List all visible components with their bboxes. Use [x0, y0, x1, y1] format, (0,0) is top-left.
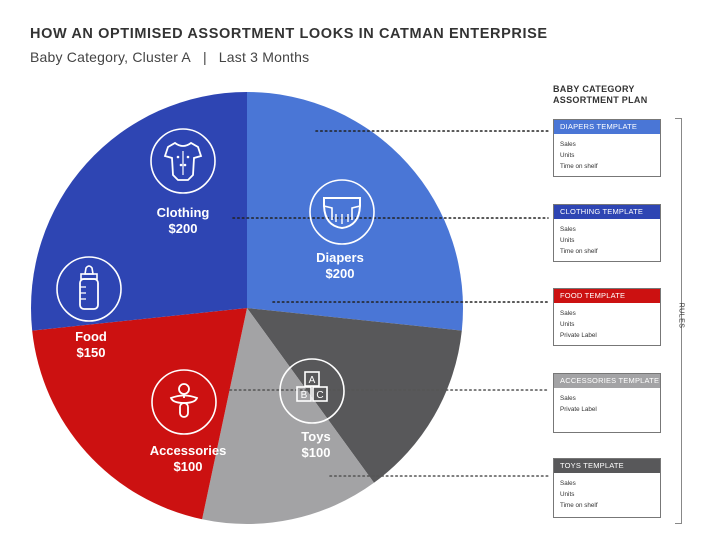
- template-rule: Time on shelf: [560, 163, 598, 170]
- rules-label: RULES: [677, 302, 685, 329]
- svg-text:C: C: [316, 390, 323, 401]
- template-card-title: ACCESSORIES TEMPLATE: [554, 374, 660, 388]
- template-card-food-template: FOOD TEMPLATE Sales Units Private Label: [553, 288, 661, 346]
- baby-bottle-icon: [56, 256, 122, 322]
- pie-slice-toys: [247, 308, 462, 483]
- svg-text:B: B: [301, 390, 308, 401]
- abc-blocks-icon: AB C: [279, 358, 345, 424]
- template-rule: Units: [560, 321, 575, 328]
- pie-slice-food: [32, 308, 247, 520]
- template-rule: Private Label: [560, 406, 597, 413]
- page-title: HOW AN OPTIMISED ASSORTMENT LOOKS IN CAT…: [30, 26, 548, 42]
- assortment-plan-heading-line1: BABY CATEGORY: [553, 84, 635, 94]
- subtitle-separator: |: [202, 49, 207, 65]
- template-card-title: CLOTHING TEMPLATE: [554, 205, 660, 219]
- diaper-icon: [309, 179, 375, 245]
- template-rule-list: Sales Units Time on shelf: [554, 219, 660, 261]
- pacifier-icon: [151, 369, 217, 435]
- assortment-plan-heading: BABY CATEGORY ASSORTMENT PLAN: [553, 84, 673, 106]
- slice-value-toys: $100: [302, 445, 331, 460]
- template-rule-list: Sales Private Label: [554, 388, 660, 419]
- assortment-plan-heading-line2: ASSORTMENT PLAN: [553, 95, 648, 105]
- slice-value-food: $150: [77, 345, 106, 360]
- slice-label-diapers: Diapers: [316, 250, 364, 265]
- template-rule: Units: [560, 491, 575, 498]
- template-rule: Sales: [560, 141, 576, 148]
- template-rule-list: Sales Units Time on shelf: [554, 134, 660, 176]
- template-card-title: TOYS TEMPLATE: [554, 459, 660, 473]
- rules-bracket: [675, 118, 682, 524]
- template-rule: Sales: [560, 480, 576, 487]
- subtitle-period: Last 3 Months: [218, 49, 310, 65]
- template-card-title: FOOD TEMPLATE: [554, 289, 660, 303]
- template-rule: Private Label: [560, 332, 597, 339]
- template-card-diapers-template: DIAPERS TEMPLATE Sales Units Time on shelf: [553, 119, 661, 177]
- onesie-icon: [150, 128, 216, 194]
- pie-slice-diapers: [247, 92, 463, 331]
- slice-value-diapers: $200: [326, 266, 355, 281]
- page-subtitle: Baby Category, Cluster A | Last 3 Months: [30, 49, 309, 65]
- slice-label-clothing: Clothing: [157, 205, 210, 220]
- subtitle-scope: Baby Category, Cluster A: [30, 49, 191, 65]
- template-rule-list: Sales Units Private Label: [554, 303, 660, 345]
- template-rule-list: Sales Units Time on shelf: [554, 473, 660, 515]
- slice-value-accessories: $100: [174, 459, 203, 474]
- template-card-clothing-template: CLOTHING TEMPLATE Sales Units Time on shelf: [553, 204, 661, 262]
- template-rule: Sales: [560, 226, 576, 233]
- template-rule: Units: [560, 237, 575, 244]
- template-rule: Sales: [560, 310, 576, 317]
- template-card-accessories-template: ACCESSORIES TEMPLATE Sales Private Label: [553, 373, 661, 433]
- svg-text:A: A: [309, 375, 316, 386]
- slice-value-clothing: $200: [169, 221, 198, 236]
- template-card-title: DIAPERS TEMPLATE: [554, 120, 660, 134]
- slice-label-accessories: Accessories: [150, 443, 227, 458]
- slice-label-toys: Toys: [301, 429, 330, 444]
- template-rule: Sales: [560, 395, 576, 402]
- slice-label-food: Food: [75, 329, 107, 344]
- pie-slice-clothing: [30, 92, 248, 331]
- pie-slice-accessories: [202, 308, 374, 524]
- template-rule: Units: [560, 152, 575, 159]
- template-rule: Time on shelf: [560, 248, 598, 255]
- template-card-toys-template: TOYS TEMPLATE Sales Units Time on shelf: [553, 458, 661, 518]
- template-rule: Time on shelf: [560, 502, 598, 509]
